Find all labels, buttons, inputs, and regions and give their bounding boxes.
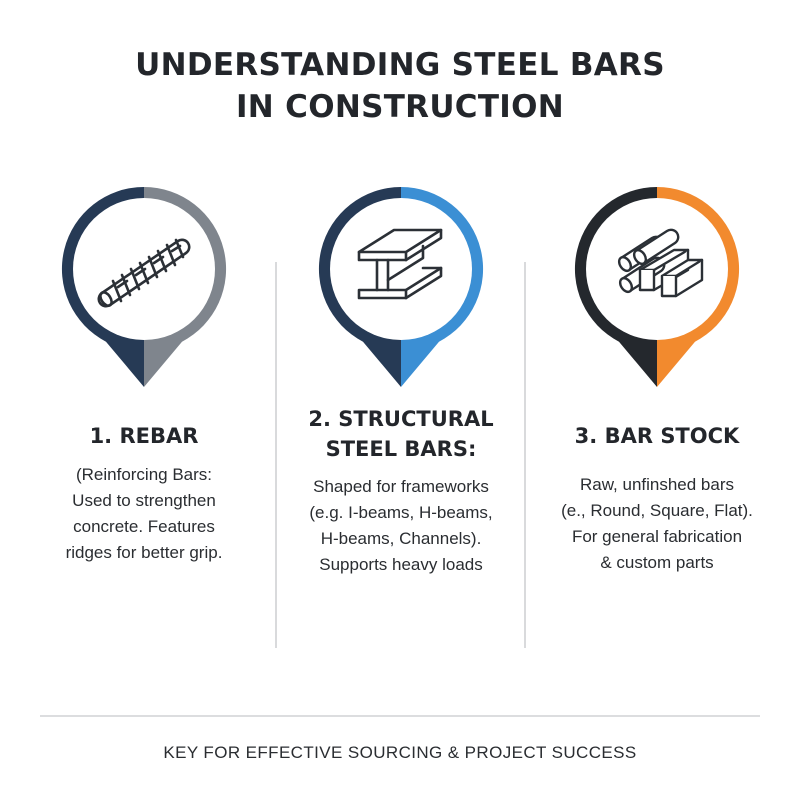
rebar-description-line: Used to strengthen [72,491,216,510]
footer-tagline: KEY FOR EFFECTIVE SOURCING & PROJECT SUC… [163,743,637,762]
bar-stock-column: 3. BAR STOCK Raw, unfinshed bars (e., Ro… [532,180,782,620]
page-title-line-1: UNDERSTANDING STEEL BARS [135,47,665,83]
rebar-icon [97,238,191,308]
structural-steel-description-line: Shaped for frameworks [313,477,489,496]
i-beam-icon [357,228,443,300]
bar-stock-icon [617,228,704,298]
rebar-description-line: concrete. Features [73,517,215,536]
structural-steel-column: 2. STRUCTURAL STEEL BARS: Shaped for fra… [276,180,526,620]
bar-stock-heading: 3. BAR STOCK [532,421,782,451]
rebar-heading-line: 1. REBAR [89,424,199,448]
bar-stock-pin-badge [574,186,740,387]
rebar-column: 1. REBAR (Reinforcing Bars: Used to stre… [19,180,269,620]
column-divider [275,262,277,648]
rebar-pin-badge [61,186,227,387]
structural-steel-description: Shaped for frameworks (e.g. I-beams, H-b… [276,474,526,578]
rebar-heading: 1. REBAR [19,421,269,451]
structural-steel-heading-line: 2. STRUCTURAL [308,407,494,431]
column-divider [524,262,526,648]
page-title-line-2: IN CONSTRUCTION [235,89,565,125]
rebar-description-line: (Reinforcing Bars: [75,465,213,484]
bar-stock-description-line: Raw, unfinshed bars [579,475,735,494]
rebar-description-line: ridges for better grip. [65,543,223,562]
structural-steel-heading-line: STEEL BARS: [325,437,477,461]
structural-steel-description-line: H-beams, Channels). [320,529,482,548]
bar-stock-description-line: & custom parts [600,553,714,572]
footer-divider [40,715,760,717]
bar-stock-description-line: (e., Round, Square, Flat). [561,501,753,520]
structural-steel-description-line: (e.g. I-beams, H-beams, [309,503,493,522]
page-title: UNDERSTANDING STEEL BARS IN CONSTRUCTION [0,44,800,128]
structural-steel-heading: 2. STRUCTURAL STEEL BARS: [276,404,526,464]
bar-stock-description: Raw, unfinshed bars (e., Round, Square, … [532,472,782,576]
structural-steel-description-line: Supports heavy loads [319,555,483,574]
structural-steel-pin-badge [318,186,484,387]
rebar-description: (Reinforcing Bars: Used to strengthen co… [19,462,269,566]
bar-stock-description-line: For general fabrication [571,527,743,546]
bar-stock-heading-line: 3. BAR STOCK [574,424,740,448]
